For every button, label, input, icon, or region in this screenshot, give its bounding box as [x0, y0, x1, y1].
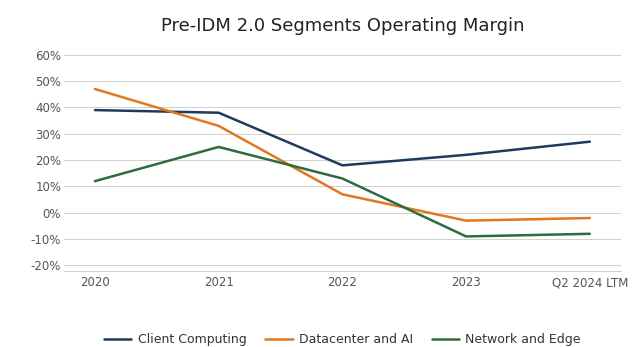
- Network and Edge: [586, 232, 594, 236]
- Datacenter and AI: [462, 219, 470, 223]
- Client Computing: [215, 111, 223, 115]
- Network and Edge: [91, 179, 99, 183]
- Title: Pre-IDM 2.0 Segments Operating Margin: Pre-IDM 2.0 Segments Operating Margin: [161, 17, 524, 35]
- Datacenter and AI: [91, 87, 99, 91]
- Line: Datacenter and AI: Datacenter and AI: [95, 89, 590, 221]
- Client Computing: [462, 153, 470, 157]
- Network and Edge: [215, 145, 223, 149]
- Client Computing: [91, 108, 99, 112]
- Datacenter and AI: [586, 216, 594, 220]
- Client Computing: [339, 163, 346, 168]
- Line: Network and Edge: Network and Edge: [95, 147, 590, 236]
- Network and Edge: [462, 234, 470, 238]
- Network and Edge: [339, 176, 346, 180]
- Datacenter and AI: [215, 124, 223, 128]
- Legend: Client Computing, Datacenter and AI, Network and Edge: Client Computing, Datacenter and AI, Net…: [99, 329, 586, 347]
- Client Computing: [586, 139, 594, 144]
- Datacenter and AI: [339, 192, 346, 196]
- Line: Client Computing: Client Computing: [95, 110, 590, 166]
